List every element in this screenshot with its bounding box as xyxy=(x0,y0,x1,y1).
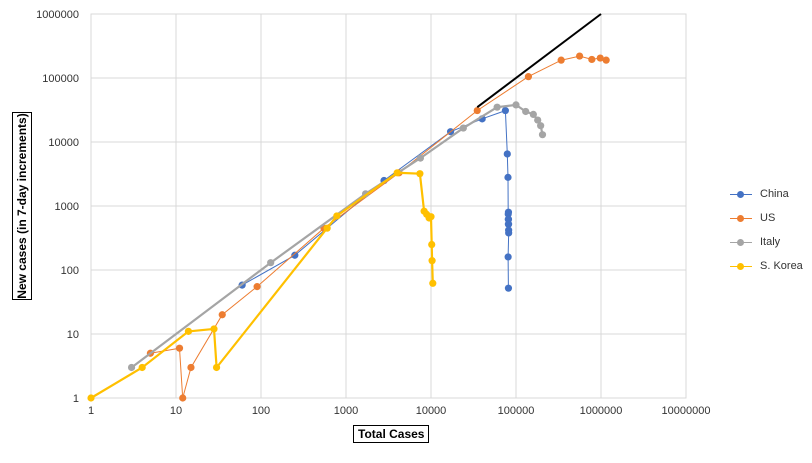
x-tick-label: 10000 xyxy=(416,405,447,417)
data-point-s-korea xyxy=(212,363,221,372)
data-point-s-korea xyxy=(427,213,435,221)
legend-label-china: China xyxy=(760,188,789,200)
data-point-china xyxy=(291,251,299,259)
data-point-italy xyxy=(538,131,547,139)
data-point-italy xyxy=(127,363,136,372)
legend-marker-s-korea xyxy=(737,263,744,270)
y-axis-title: New cases (in 7-day increments) xyxy=(12,112,32,300)
data-point-us xyxy=(602,56,610,64)
data-point-s-korea xyxy=(333,212,341,220)
x-tick-label: 10000000 xyxy=(662,405,711,417)
legend-label-s-korea: S. Korea xyxy=(760,260,803,272)
data-point-italy xyxy=(267,259,275,267)
data-point-us xyxy=(524,73,533,81)
legend-marker-italy xyxy=(737,239,744,246)
legend-label-us: US xyxy=(760,212,776,224)
y-tick-label: 1000 xyxy=(55,201,79,213)
data-point-s-korea xyxy=(393,169,401,177)
data-point-china xyxy=(503,150,511,158)
y-tick-label: 100000 xyxy=(42,73,79,85)
data-point-italy xyxy=(512,101,520,109)
data-point-china xyxy=(504,284,513,292)
y-tick-label: 100 xyxy=(61,265,79,277)
data-point-s-korea xyxy=(428,240,436,249)
data-point-italy xyxy=(534,116,542,124)
data-point-china xyxy=(504,208,513,216)
y-tick-label: 10000 xyxy=(48,137,79,149)
data-point-us xyxy=(596,54,604,62)
data-point-us xyxy=(218,311,226,319)
legend-marker-china xyxy=(737,191,744,198)
data-point-s-korea xyxy=(210,325,218,333)
reference-line xyxy=(476,13,602,108)
y-tick-label: 1 xyxy=(73,393,79,405)
data-point-china xyxy=(504,220,513,228)
data-point-us xyxy=(175,344,184,352)
data-point-us xyxy=(557,56,565,64)
data-point-s-korea xyxy=(429,279,437,287)
data-point-s-korea xyxy=(138,363,146,372)
x-tick-label: 1000000 xyxy=(580,405,623,417)
series-line-s-korea xyxy=(90,171,434,399)
data-point-us xyxy=(473,106,481,115)
y-axis-title-text: New cases (in 7-day increments) xyxy=(15,113,29,299)
data-point-s-korea xyxy=(428,257,436,265)
legend-label-italy: Italy xyxy=(760,236,781,248)
data-point-china xyxy=(505,229,513,237)
data-point-italy xyxy=(529,110,537,118)
data-point-italy xyxy=(416,154,424,162)
legend-item-us: US xyxy=(730,210,806,234)
y-tick-label: 10 xyxy=(67,329,79,341)
data-point-italy xyxy=(522,107,530,116)
data-point-us xyxy=(179,394,187,402)
data-point-s-korea xyxy=(323,224,331,232)
x-tick-label: 1 xyxy=(88,405,94,417)
legend-item-italy: Italy xyxy=(730,234,806,258)
data-point-china xyxy=(501,106,509,115)
data-point-us xyxy=(187,363,195,372)
y-tick-label: 1000000 xyxy=(36,9,79,21)
series-line-italy xyxy=(130,103,544,369)
series-line-china xyxy=(241,109,510,289)
legend-item-china: China xyxy=(730,186,806,210)
x-tick-label: 100 xyxy=(252,405,270,417)
x-tick-label: 1000 xyxy=(334,405,358,417)
x-tick-label: 10 xyxy=(170,405,182,417)
chart-legend: China US Italy S. Korea xyxy=(730,186,806,282)
legend-marker-us xyxy=(737,215,744,222)
data-point-s-korea xyxy=(87,394,95,402)
data-point-china xyxy=(504,253,512,261)
data-point-china xyxy=(504,173,512,181)
x-tick-label: 100000 xyxy=(498,405,535,417)
data-point-us xyxy=(588,55,596,64)
data-point-italy xyxy=(537,122,545,130)
legend-item-s-korea: S. Korea xyxy=(730,258,806,282)
data-point-italy xyxy=(493,103,501,111)
series-line-us xyxy=(150,55,607,399)
data-point-italy xyxy=(459,124,467,132)
x-axis-title: Total Cases xyxy=(353,425,430,443)
data-point-us xyxy=(253,283,261,291)
data-point-us xyxy=(575,52,584,60)
data-point-s-korea xyxy=(184,327,193,335)
data-point-s-korea xyxy=(416,170,424,178)
